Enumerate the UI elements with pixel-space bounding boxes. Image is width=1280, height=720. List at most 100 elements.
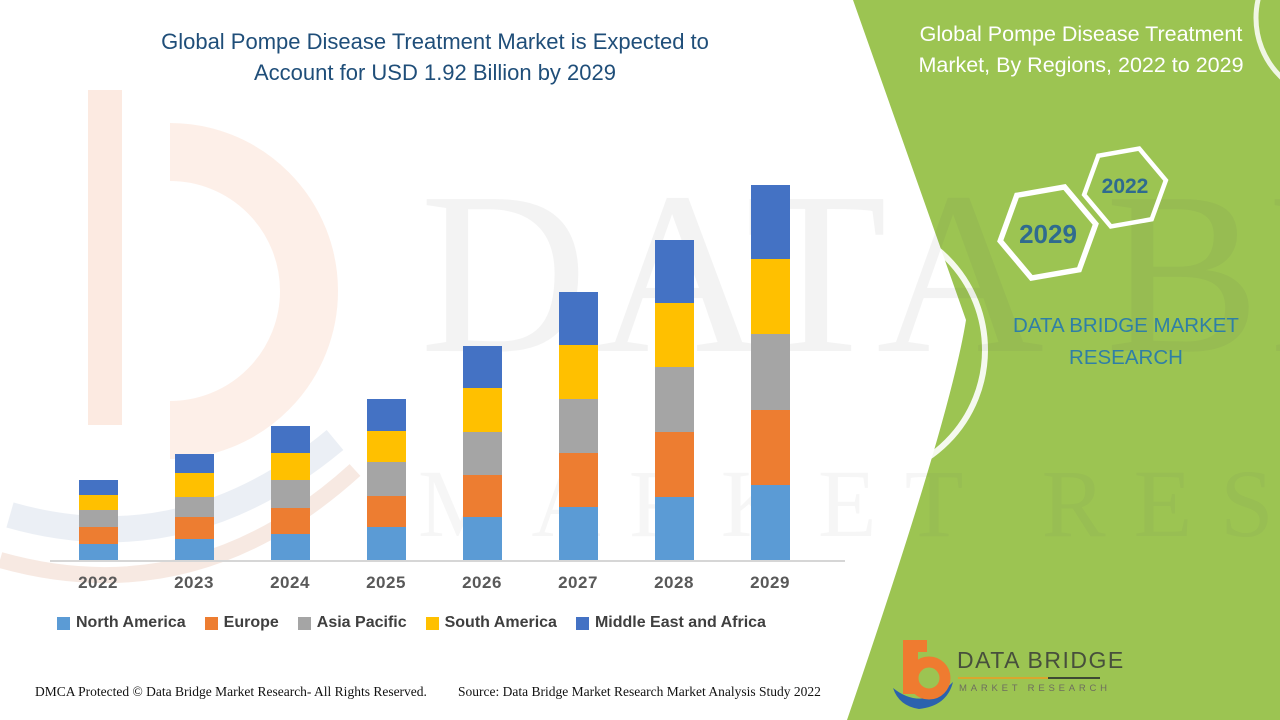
- legend-label: Asia Pacific: [316, 614, 407, 631]
- hexagon-2022-label: 2022: [1101, 175, 1149, 198]
- legend-label: Middle East and Africa: [594, 614, 766, 631]
- stacked-bar-2022: [78, 480, 118, 560]
- x-label: 2028: [654, 573, 694, 592]
- logo-subtitle: MARKET RESEARCH: [959, 683, 1111, 694]
- bar-segment: [558, 398, 598, 453]
- bar-cell: [50, 170, 146, 560]
- bar-segment: [558, 452, 598, 507]
- x-label: 2025: [366, 573, 406, 592]
- bar-segment: [270, 480, 310, 508]
- legend-label: North America: [76, 614, 186, 631]
- bar-cell: [242, 170, 338, 560]
- logo-wordmark: DATA BRIDGE: [957, 647, 1125, 673]
- bar-segment: [750, 410, 790, 485]
- bar-segment: [750, 259, 790, 335]
- legend-swatch: [204, 616, 218, 630]
- stacked-bar-2026: [462, 345, 502, 560]
- bar-segment: [78, 544, 118, 560]
- chart-title-line2: Account for USD 1.92 Billion by 2029: [254, 60, 616, 85]
- bar-cell: [338, 170, 434, 560]
- legend-swatch: [425, 616, 439, 630]
- x-axis-labels: 2022 2023 2024 2025 2026 2027 2028 2029: [50, 573, 818, 593]
- legend-swatch: [297, 616, 311, 630]
- bar-segment: [174, 453, 214, 473]
- bar-segment: [654, 239, 694, 303]
- bar-segment: [78, 480, 118, 496]
- bar-segment: [750, 185, 790, 260]
- bar-segment: [462, 516, 502, 560]
- stacked-bar-2023: [174, 453, 214, 560]
- side-panel-heading-line2: Market, By Regions, 2022 to 2029: [918, 53, 1244, 77]
- bar-segment: [366, 495, 406, 527]
- dbmr-logo: DATA BRIDGE MARKET RESEARCH: [885, 634, 1125, 716]
- bar-segment: [366, 431, 406, 463]
- bar-segment: [270, 507, 310, 535]
- legend-item: Asia Pacific: [297, 614, 407, 632]
- bar-segment: [462, 345, 502, 389]
- legend-swatch: [575, 616, 589, 630]
- legend-item: Middle East and Africa: [575, 614, 766, 632]
- bar-segment: [270, 426, 310, 453]
- x-axis-line: [50, 560, 845, 562]
- x-label: 2029: [750, 573, 790, 592]
- side-panel-heading-line1: Global Pompe Disease Treatment: [919, 22, 1243, 46]
- legend-item: Europe: [204, 614, 279, 632]
- bar-segment: [462, 431, 502, 476]
- stacked-bar-2029: [750, 185, 790, 560]
- logo-b-icon: [893, 640, 953, 709]
- logo-underline-dark: [1048, 677, 1100, 679]
- x-label: 2023: [174, 573, 214, 592]
- logo-underline-gold: [958, 677, 1048, 679]
- bar-segment: [750, 484, 790, 560]
- footer-source-text: Source: Data Bridge Market Research Mark…: [458, 684, 821, 699]
- bar-segment: [270, 452, 310, 481]
- bar-segment: [558, 506, 598, 560]
- bar-segment: [462, 388, 502, 432]
- footer-dmca-text: DMCA Protected © Data Bridge Market Rese…: [35, 684, 427, 699]
- x-label: 2027: [558, 573, 598, 592]
- bar-cell: [530, 170, 626, 560]
- bar-segment: [462, 475, 502, 517]
- bar-segment: [366, 526, 406, 560]
- legend-label: Europe: [223, 614, 279, 631]
- bar-segment: [174, 497, 214, 517]
- stacked-bar-2025: [366, 399, 406, 560]
- bar-segment: [270, 534, 310, 560]
- bar-segment: [174, 539, 214, 560]
- x-label: 2026: [462, 573, 502, 592]
- bar-segment: [174, 516, 214, 540]
- stacked-bar-2028: [654, 239, 694, 560]
- chart-title-line1: Global Pompe Disease Treatment Market is…: [161, 29, 709, 54]
- legend: North America Europe Asia Pacific South Ame…: [57, 614, 847, 632]
- bar-cell: [146, 170, 242, 560]
- bar-segment: [174, 472, 214, 498]
- legend-item: South America: [425, 614, 557, 632]
- bar-segment: [366, 462, 406, 496]
- plot-area: [50, 170, 818, 560]
- stacked-bar-2027: [558, 292, 598, 560]
- brand-text: DATA BRIDGE MARKET RESEARCH: [1013, 314, 1239, 369]
- bar-segment: [558, 292, 598, 346]
- bar-segment: [654, 302, 694, 368]
- bar-cell: [626, 170, 722, 560]
- bar-cell: [722, 170, 818, 560]
- legend-label: South America: [444, 614, 557, 631]
- legend-swatch: [57, 616, 70, 630]
- legend-item: North America: [57, 614, 186, 632]
- bar-segment: [366, 399, 406, 432]
- bar-segment: [654, 496, 694, 560]
- bar-segment: [78, 495, 118, 511]
- x-label: 2022: [78, 573, 118, 592]
- bar-segment: [78, 510, 118, 527]
- side-panel-heading: Global Pompe Disease Treatment Market, B…: [885, 19, 1277, 81]
- bar-segment: [654, 431, 694, 497]
- bar-segment: [78, 526, 118, 544]
- bar-cell: [434, 170, 530, 560]
- x-label: 2024: [270, 573, 310, 592]
- hexagon-2029-label: 2029: [1019, 219, 1077, 249]
- bar-segment: [558, 345, 598, 399]
- bar-segment: [654, 367, 694, 432]
- stacked-bar-2024: [270, 426, 310, 560]
- bar-segment: [750, 334, 790, 411]
